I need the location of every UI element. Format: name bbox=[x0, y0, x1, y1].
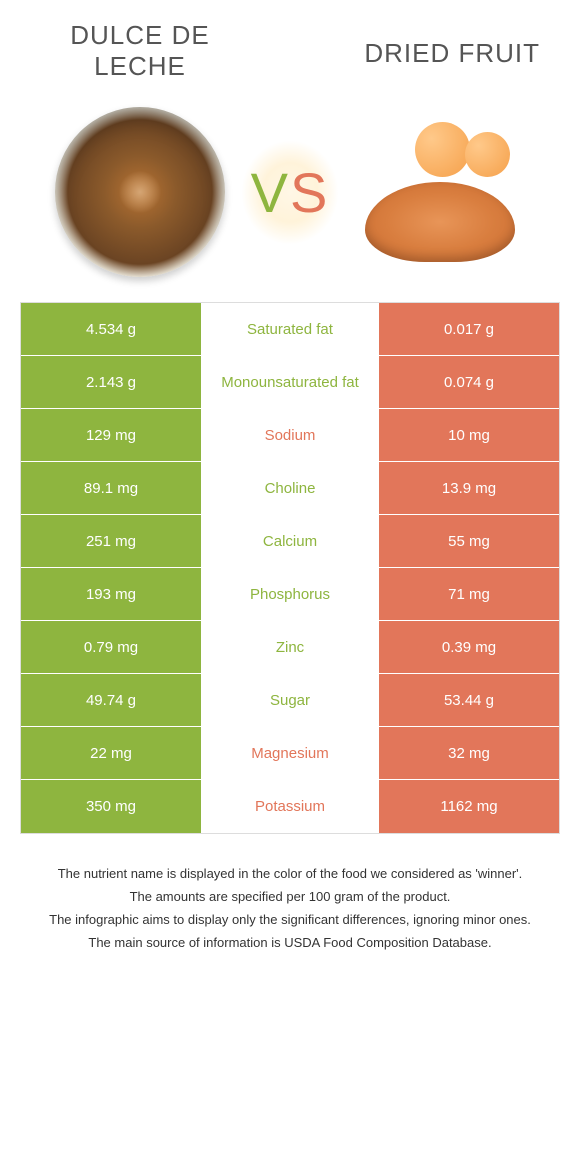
table-row: 4.534 gSaturated fat0.017 g bbox=[21, 303, 559, 356]
cell-nutrient-label: Sodium bbox=[201, 409, 379, 461]
vs-letter-s: S bbox=[290, 161, 329, 224]
table-row: 251 mgCalcium55 mg bbox=[21, 515, 559, 568]
food-image-right bbox=[340, 102, 540, 282]
cell-right-value: 1162 mg bbox=[379, 780, 559, 833]
title-left: Dulce de leche bbox=[40, 20, 240, 82]
cell-right-value: 0.39 mg bbox=[379, 621, 559, 673]
cell-left-value: 129 mg bbox=[21, 409, 201, 461]
dulce-de-leche-illustration bbox=[55, 107, 225, 277]
food-image-left bbox=[40, 102, 240, 282]
cell-left-value: 251 mg bbox=[21, 515, 201, 567]
dried-fruit-illustration bbox=[355, 122, 525, 262]
table-row: 49.74 gSugar53.44 g bbox=[21, 674, 559, 727]
cell-nutrient-label: Monounsaturated fat bbox=[201, 356, 379, 408]
cell-nutrient-label: Phosphorus bbox=[201, 568, 379, 620]
cell-left-value: 49.74 g bbox=[21, 674, 201, 726]
cell-nutrient-label: Choline bbox=[201, 462, 379, 514]
cell-nutrient-label: Saturated fat bbox=[201, 303, 379, 355]
cell-right-value: 32 mg bbox=[379, 727, 559, 779]
cell-nutrient-label: Sugar bbox=[201, 674, 379, 726]
table-row: 0.79 mgZinc0.39 mg bbox=[21, 621, 559, 674]
table-row: 2.143 gMonounsaturated fat0.074 g bbox=[21, 356, 559, 409]
title-right: Dried Fruit bbox=[364, 38, 540, 69]
footnote-line: The nutrient name is displayed in the co… bbox=[30, 864, 550, 885]
footnotes: The nutrient name is displayed in the co… bbox=[0, 834, 580, 965]
cell-left-value: 350 mg bbox=[21, 780, 201, 833]
table-row: 22 mgMagnesium32 mg bbox=[21, 727, 559, 780]
cell-nutrient-label: Potassium bbox=[201, 780, 379, 833]
cell-left-value: 193 mg bbox=[21, 568, 201, 620]
vs-badge: VS bbox=[241, 140, 340, 245]
cell-left-value: 89.1 mg bbox=[21, 462, 201, 514]
footnote-line: The infographic aims to display only the… bbox=[30, 910, 550, 931]
footnote-line: The amounts are specified per 100 gram o… bbox=[30, 887, 550, 908]
cell-left-value: 0.79 mg bbox=[21, 621, 201, 673]
comparison-table: 4.534 gSaturated fat0.017 g2.143 gMonoun… bbox=[20, 302, 560, 834]
header: Dulce de leche Dried Fruit bbox=[0, 0, 580, 92]
table-row: 89.1 mgCholine13.9 mg bbox=[21, 462, 559, 515]
images-row: VS bbox=[0, 92, 580, 302]
cell-left-value: 2.143 g bbox=[21, 356, 201, 408]
vs-letter-v: V bbox=[251, 161, 290, 224]
table-row: 129 mgSodium10 mg bbox=[21, 409, 559, 462]
cell-right-value: 13.9 mg bbox=[379, 462, 559, 514]
cell-nutrient-label: Zinc bbox=[201, 621, 379, 673]
cell-right-value: 71 mg bbox=[379, 568, 559, 620]
cell-nutrient-label: Magnesium bbox=[201, 727, 379, 779]
cell-nutrient-label: Calcium bbox=[201, 515, 379, 567]
cell-right-value: 55 mg bbox=[379, 515, 559, 567]
cell-right-value: 0.017 g bbox=[379, 303, 559, 355]
table-row: 350 mgPotassium1162 mg bbox=[21, 780, 559, 833]
table-row: 193 mgPhosphorus71 mg bbox=[21, 568, 559, 621]
cell-left-value: 4.534 g bbox=[21, 303, 201, 355]
cell-right-value: 0.074 g bbox=[379, 356, 559, 408]
cell-left-value: 22 mg bbox=[21, 727, 201, 779]
cell-right-value: 53.44 g bbox=[379, 674, 559, 726]
footnote-line: The main source of information is USDA F… bbox=[30, 933, 550, 954]
cell-right-value: 10 mg bbox=[379, 409, 559, 461]
